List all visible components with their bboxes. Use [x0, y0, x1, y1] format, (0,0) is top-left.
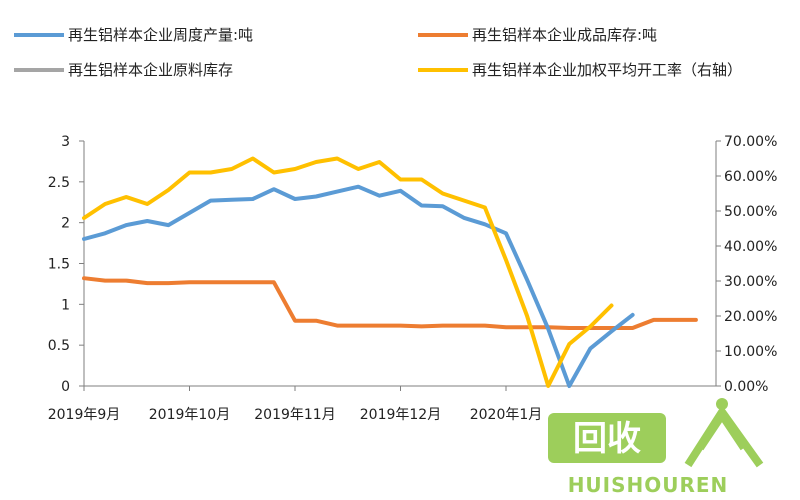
- y-right-tick-label: 30.00%: [724, 274, 777, 290]
- watermark: 回收 HUISHOUREN: [548, 398, 764, 497]
- series-line-1: [82, 276, 698, 330]
- y-right-tick-label: 60.00%: [724, 169, 777, 185]
- watermark-person-icon: [684, 408, 764, 468]
- y-right-tick-label: 50.00%: [724, 204, 777, 220]
- y-left-tick-label: 1.5: [48, 257, 70, 273]
- y-left-tick-label: 0: [61, 379, 70, 395]
- y-left-tick-label: 2.5: [48, 175, 70, 191]
- y-right-tick-label: 10.00%: [724, 344, 777, 360]
- y-right-tick-label: 0.00%: [724, 379, 768, 395]
- y-right-tick-label: 20.00%: [724, 309, 777, 325]
- y-left-tick-label: 3: [61, 134, 70, 150]
- series-line-3: [82, 156, 614, 388]
- y-axis-left-ticks: 0 0.5 1 1.5 2 2.5 3: [48, 134, 84, 395]
- y-right-tick-label: 70.00%: [724, 134, 777, 150]
- watermark-logo-box: [548, 413, 666, 463]
- series-line-0: [82, 184, 635, 388]
- watermark-person-head-icon: [716, 398, 728, 410]
- series-layer: [82, 156, 698, 388]
- watermark-brand-text: HUISHOUREN: [568, 473, 729, 497]
- y-right-tick-label: 40.00%: [724, 239, 777, 255]
- x-axis-ticks: 2019年9月 2019年10月 2019年11月 2019年12月 2020年1月: [48, 386, 543, 423]
- x-tick-label: 2019年9月: [48, 407, 121, 423]
- legend-item-utilization: 再生铝样本企业加权平均开工率（右轴）: [418, 61, 742, 79]
- legend-item-finished-inventory: 再生铝样本企业成品库存:吨: [418, 26, 657, 44]
- watermark-logo-text: 回收: [573, 419, 641, 459]
- x-tick-label: 2019年10月: [149, 407, 230, 423]
- legend-item-production: 再生铝样本企业周度产量:吨: [14, 26, 253, 44]
- legend-label-raw-inventory: 再生铝样本企业原料库存: [68, 61, 233, 79]
- x-tick-label: 2019年11月: [254, 407, 335, 423]
- legend-label-utilization: 再生铝样本企业加权平均开工率（右轴）: [472, 61, 742, 79]
- y-left-tick-label: 0.5: [48, 338, 70, 354]
- legend: 再生铝样本企业周度产量:吨 再生铝样本企业成品库存:吨 再生铝样本企业原料库存 …: [14, 26, 742, 79]
- x-tick-label: 2019年12月: [360, 407, 441, 423]
- legend-label-production: 再生铝样本企业周度产量:吨: [68, 26, 253, 44]
- legend-item-raw-inventory: 再生铝样本企业原料库存: [14, 61, 233, 79]
- y-left-tick-label: 1: [61, 297, 70, 313]
- y-left-tick-label: 2: [61, 216, 70, 232]
- legend-label-finished-inventory: 再生铝样本企业成品库存:吨: [472, 26, 657, 44]
- x-tick-label: 2020年1月: [470, 407, 543, 423]
- y-axis-right-ticks: 0.00% 10.00% 20.00% 30.00% 40.00% 50.00% 60.00…: [716, 134, 777, 395]
